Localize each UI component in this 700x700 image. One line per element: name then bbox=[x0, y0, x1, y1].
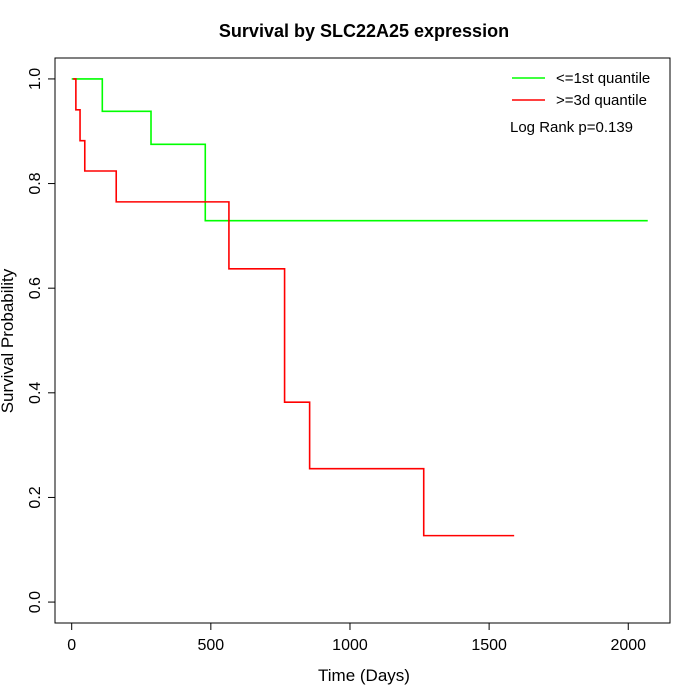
series-line-high bbox=[73, 78, 515, 537]
legend-label-high: >=3d quantile bbox=[556, 92, 647, 109]
x-axis: 0 500 1000 1500 2000 bbox=[67, 622, 646, 654]
legend: <=1st quantile >=3d quantile bbox=[512, 70, 650, 109]
series-line-low bbox=[71, 78, 648, 222]
series-layer bbox=[71, 78, 648, 537]
y-tick-label: 0.4 bbox=[27, 382, 44, 404]
x-tick-label: 1500 bbox=[471, 637, 507, 654]
log-rank-annotation: Log Rank p=0.139 bbox=[510, 119, 633, 136]
legend-label-low: <=1st quantile bbox=[556, 70, 650, 87]
y-tick-label: 0.0 bbox=[27, 591, 44, 613]
x-axis-label: Time (Days) bbox=[318, 666, 410, 685]
x-tick-label: 2000 bbox=[610, 637, 646, 654]
plot-frame bbox=[54, 57, 671, 624]
y-tick-label: 1.0 bbox=[27, 68, 44, 90]
y-axis: 0.0 0.2 0.4 0.6 0.8 1.0 bbox=[27, 68, 56, 613]
x-tick-label: 1000 bbox=[332, 637, 368, 654]
y-tick-label: 0.6 bbox=[27, 277, 44, 299]
x-tick-label: 0 bbox=[67, 637, 76, 654]
x-tick-label: 500 bbox=[197, 637, 224, 654]
y-tick-label: 0.2 bbox=[27, 486, 44, 508]
chart-title: Survival by SLC22A25 expression bbox=[219, 21, 509, 41]
y-tick-label: 0.8 bbox=[27, 172, 44, 194]
y-axis-label: Survival Probability bbox=[0, 268, 17, 413]
